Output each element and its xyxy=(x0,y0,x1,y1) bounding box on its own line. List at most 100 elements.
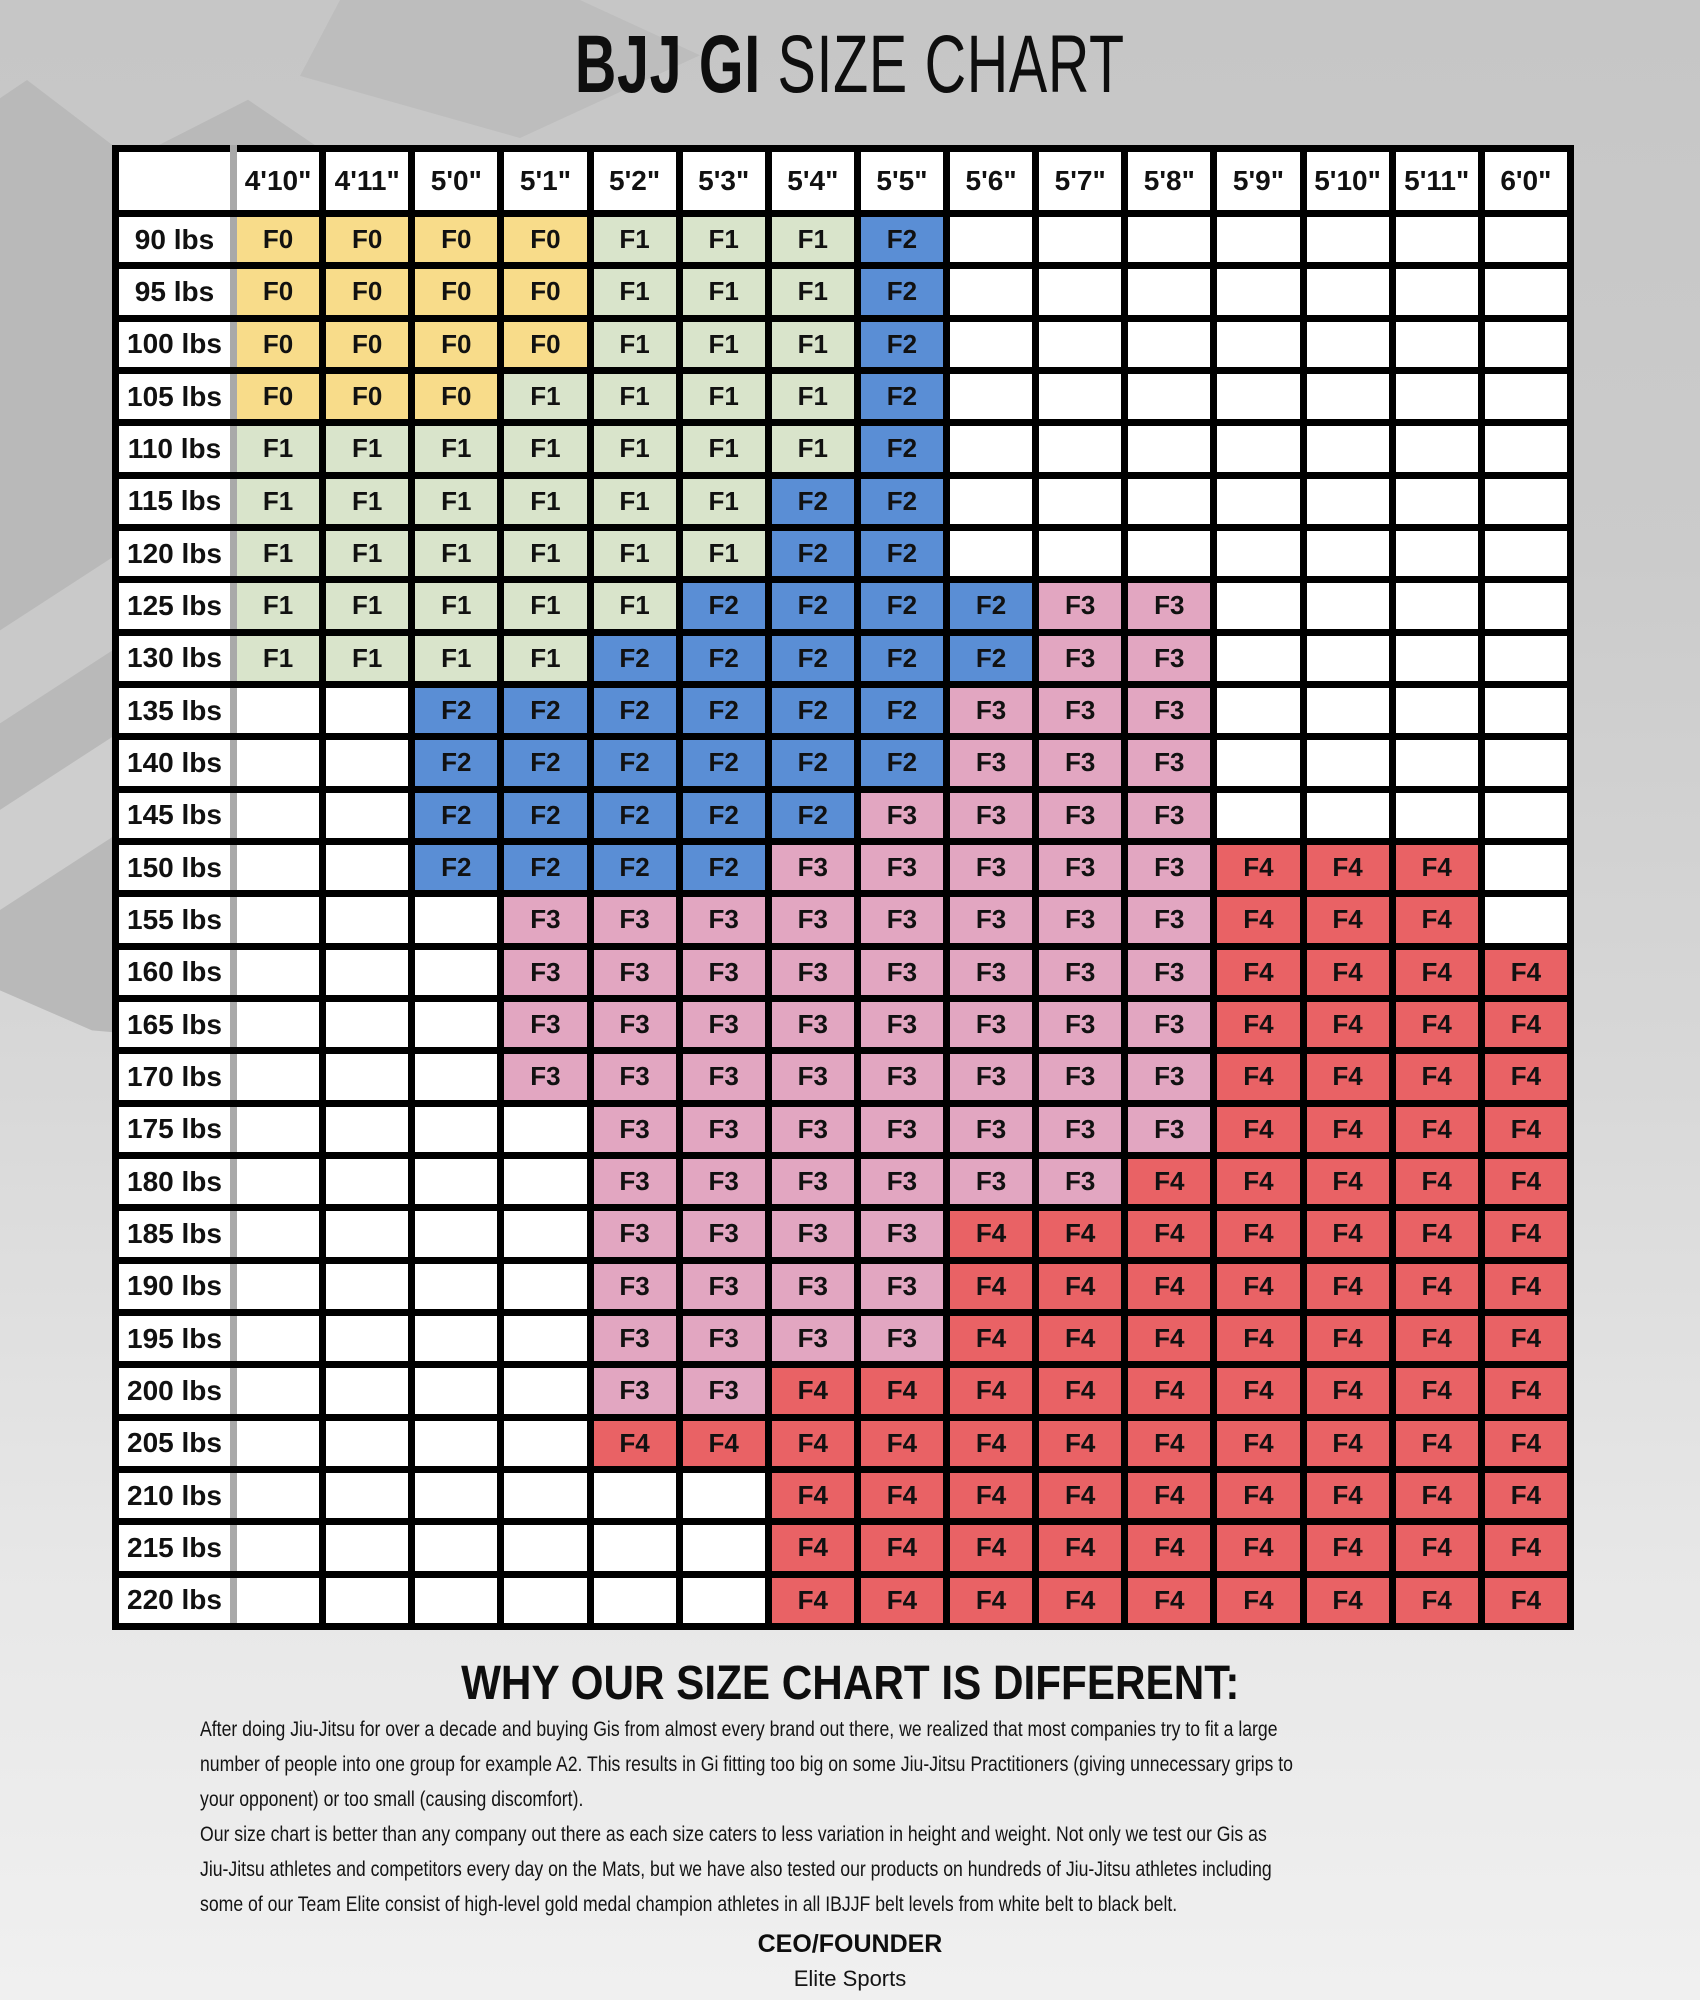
size-cell: F2 xyxy=(764,733,861,793)
empty-cell xyxy=(1210,733,1307,793)
size-cell: F3 xyxy=(942,733,1040,793)
size-cell: F3 xyxy=(1121,837,1218,898)
table-row: 155 lbs F3 F3 F3 F3 F3 F3 F3 F3 F4 F4 F4 xyxy=(112,890,1575,950)
size-cell: F4 xyxy=(853,1570,951,1631)
empty-cell xyxy=(319,942,416,1002)
size-cell: F1 xyxy=(229,471,327,531)
size-cell: F1 xyxy=(586,576,683,636)
empty-cell xyxy=(1032,366,1129,427)
size-cell: F1 xyxy=(764,419,861,479)
empty-cell xyxy=(229,1256,327,1316)
empty-cell xyxy=(1121,471,1218,531)
size-cell: F2 xyxy=(675,837,772,898)
size-cell: F3 xyxy=(586,994,683,1055)
size-cell: F2 xyxy=(675,785,772,845)
weight-label-cell: 190 lbs xyxy=(112,1256,237,1316)
empty-cell xyxy=(319,1465,416,1526)
size-cell: F3 xyxy=(853,942,951,1002)
empty-cell xyxy=(229,1518,327,1578)
size-cell: F2 xyxy=(497,733,594,793)
weight-label-cell: 220 lbs xyxy=(112,1570,237,1631)
size-cell: F4 xyxy=(1299,1361,1396,1421)
weight-label-cell: 120 lbs xyxy=(112,523,237,584)
empty-cell xyxy=(1477,890,1575,950)
size-cell: F4 xyxy=(853,1361,951,1421)
empty-cell xyxy=(1210,628,1307,688)
height-header-cell: 5'3" xyxy=(675,145,772,217)
size-cell: F3 xyxy=(853,1308,951,1369)
empty-cell xyxy=(229,1308,327,1369)
size-cell: F4 xyxy=(675,1413,772,1473)
size-cell: F3 xyxy=(586,1361,683,1421)
size-cell: F2 xyxy=(853,523,951,584)
empty-cell xyxy=(1210,366,1307,427)
empty-cell xyxy=(408,1099,505,1159)
size-cell: F3 xyxy=(497,1047,594,1107)
table-row: 220 lbs F4 F4 F4 F4 F4 F4 F4 F4 F4 xyxy=(112,1570,1575,1631)
size-cell: F4 xyxy=(853,1413,951,1473)
size-cell: F2 xyxy=(942,628,1040,688)
size-cell: F4 xyxy=(1299,942,1396,1002)
weight-label-cell: 110 lbs xyxy=(112,419,237,479)
size-cell: F3 xyxy=(675,890,772,950)
table-row: 145 lbs F2 F2 F2 F2 F2 F3 F3 F3 F3 xyxy=(112,785,1575,845)
empty-cell xyxy=(675,1518,772,1578)
empty-cell xyxy=(229,994,327,1055)
height-header-cell: 6'0" xyxy=(1477,145,1575,217)
empty-cell xyxy=(586,1570,683,1631)
size-cell: F4 xyxy=(1210,1204,1307,1264)
size-cell: F3 xyxy=(853,994,951,1055)
size-cell: F4 xyxy=(764,1570,861,1631)
size-cell: F3 xyxy=(853,1047,951,1107)
size-cell: F4 xyxy=(942,1361,1040,1421)
weight-label-cell: 160 lbs xyxy=(112,942,237,1002)
empty-cell xyxy=(319,890,416,950)
empty-cell xyxy=(1477,837,1575,898)
empty-cell xyxy=(1477,471,1575,531)
empty-cell xyxy=(497,1518,594,1578)
size-cell: F4 xyxy=(1477,1047,1575,1107)
height-header-cell: 5'9" xyxy=(1210,145,1307,217)
size-cell: F2 xyxy=(586,733,683,793)
size-cell: F4 xyxy=(586,1413,683,1473)
size-cell: F4 xyxy=(1477,994,1575,1055)
size-cell: F2 xyxy=(853,366,951,427)
size-cell: F2 xyxy=(764,628,861,688)
table-row: 130 lbs F1 F1 F1 F1 F2 F2 F2 F2 F2 F3 F3 xyxy=(112,628,1575,688)
size-cell: F2 xyxy=(853,471,951,531)
size-cell: F1 xyxy=(675,419,772,479)
height-header-cell: 5'6" xyxy=(942,145,1040,217)
size-cell: F4 xyxy=(1299,1465,1396,1526)
size-cell: F1 xyxy=(319,419,416,479)
empty-cell xyxy=(1388,523,1485,584)
empty-cell xyxy=(319,680,416,741)
weight-label-cell: 100 lbs xyxy=(112,314,237,375)
empty-cell xyxy=(1299,523,1396,584)
size-cell: F0 xyxy=(408,314,505,375)
size-cell: F1 xyxy=(586,419,683,479)
empty-cell xyxy=(1210,209,1307,270)
empty-cell xyxy=(586,1518,683,1578)
size-cell: F1 xyxy=(586,366,683,427)
empty-cell xyxy=(675,1570,772,1631)
empty-cell xyxy=(1121,314,1218,375)
weight-label-cell: 200 lbs xyxy=(112,1361,237,1421)
table-row: 105 lbs F0 F0 F0 F1 F1 F1 F1 F2 xyxy=(112,366,1575,427)
empty-cell xyxy=(1477,680,1575,741)
size-cell: F3 xyxy=(586,1151,683,1212)
empty-cell xyxy=(497,1413,594,1473)
empty-cell xyxy=(1299,209,1396,270)
size-cell: F3 xyxy=(942,890,1040,950)
weight-label-cell: 180 lbs xyxy=(112,1151,237,1212)
size-cell: F4 xyxy=(764,1518,861,1578)
size-cell: F3 xyxy=(942,1151,1040,1212)
size-cell: F1 xyxy=(764,366,861,427)
size-cell: F1 xyxy=(229,628,327,688)
height-header-cell: 5'1" xyxy=(497,145,594,217)
size-cell: F1 xyxy=(497,628,594,688)
empty-cell xyxy=(319,1570,416,1631)
empty-cell xyxy=(1299,262,1396,322)
size-cell: F3 xyxy=(764,994,861,1055)
page-title: BJJ GI SIZE CHART xyxy=(0,21,1700,108)
size-cell: F3 xyxy=(586,942,683,1002)
